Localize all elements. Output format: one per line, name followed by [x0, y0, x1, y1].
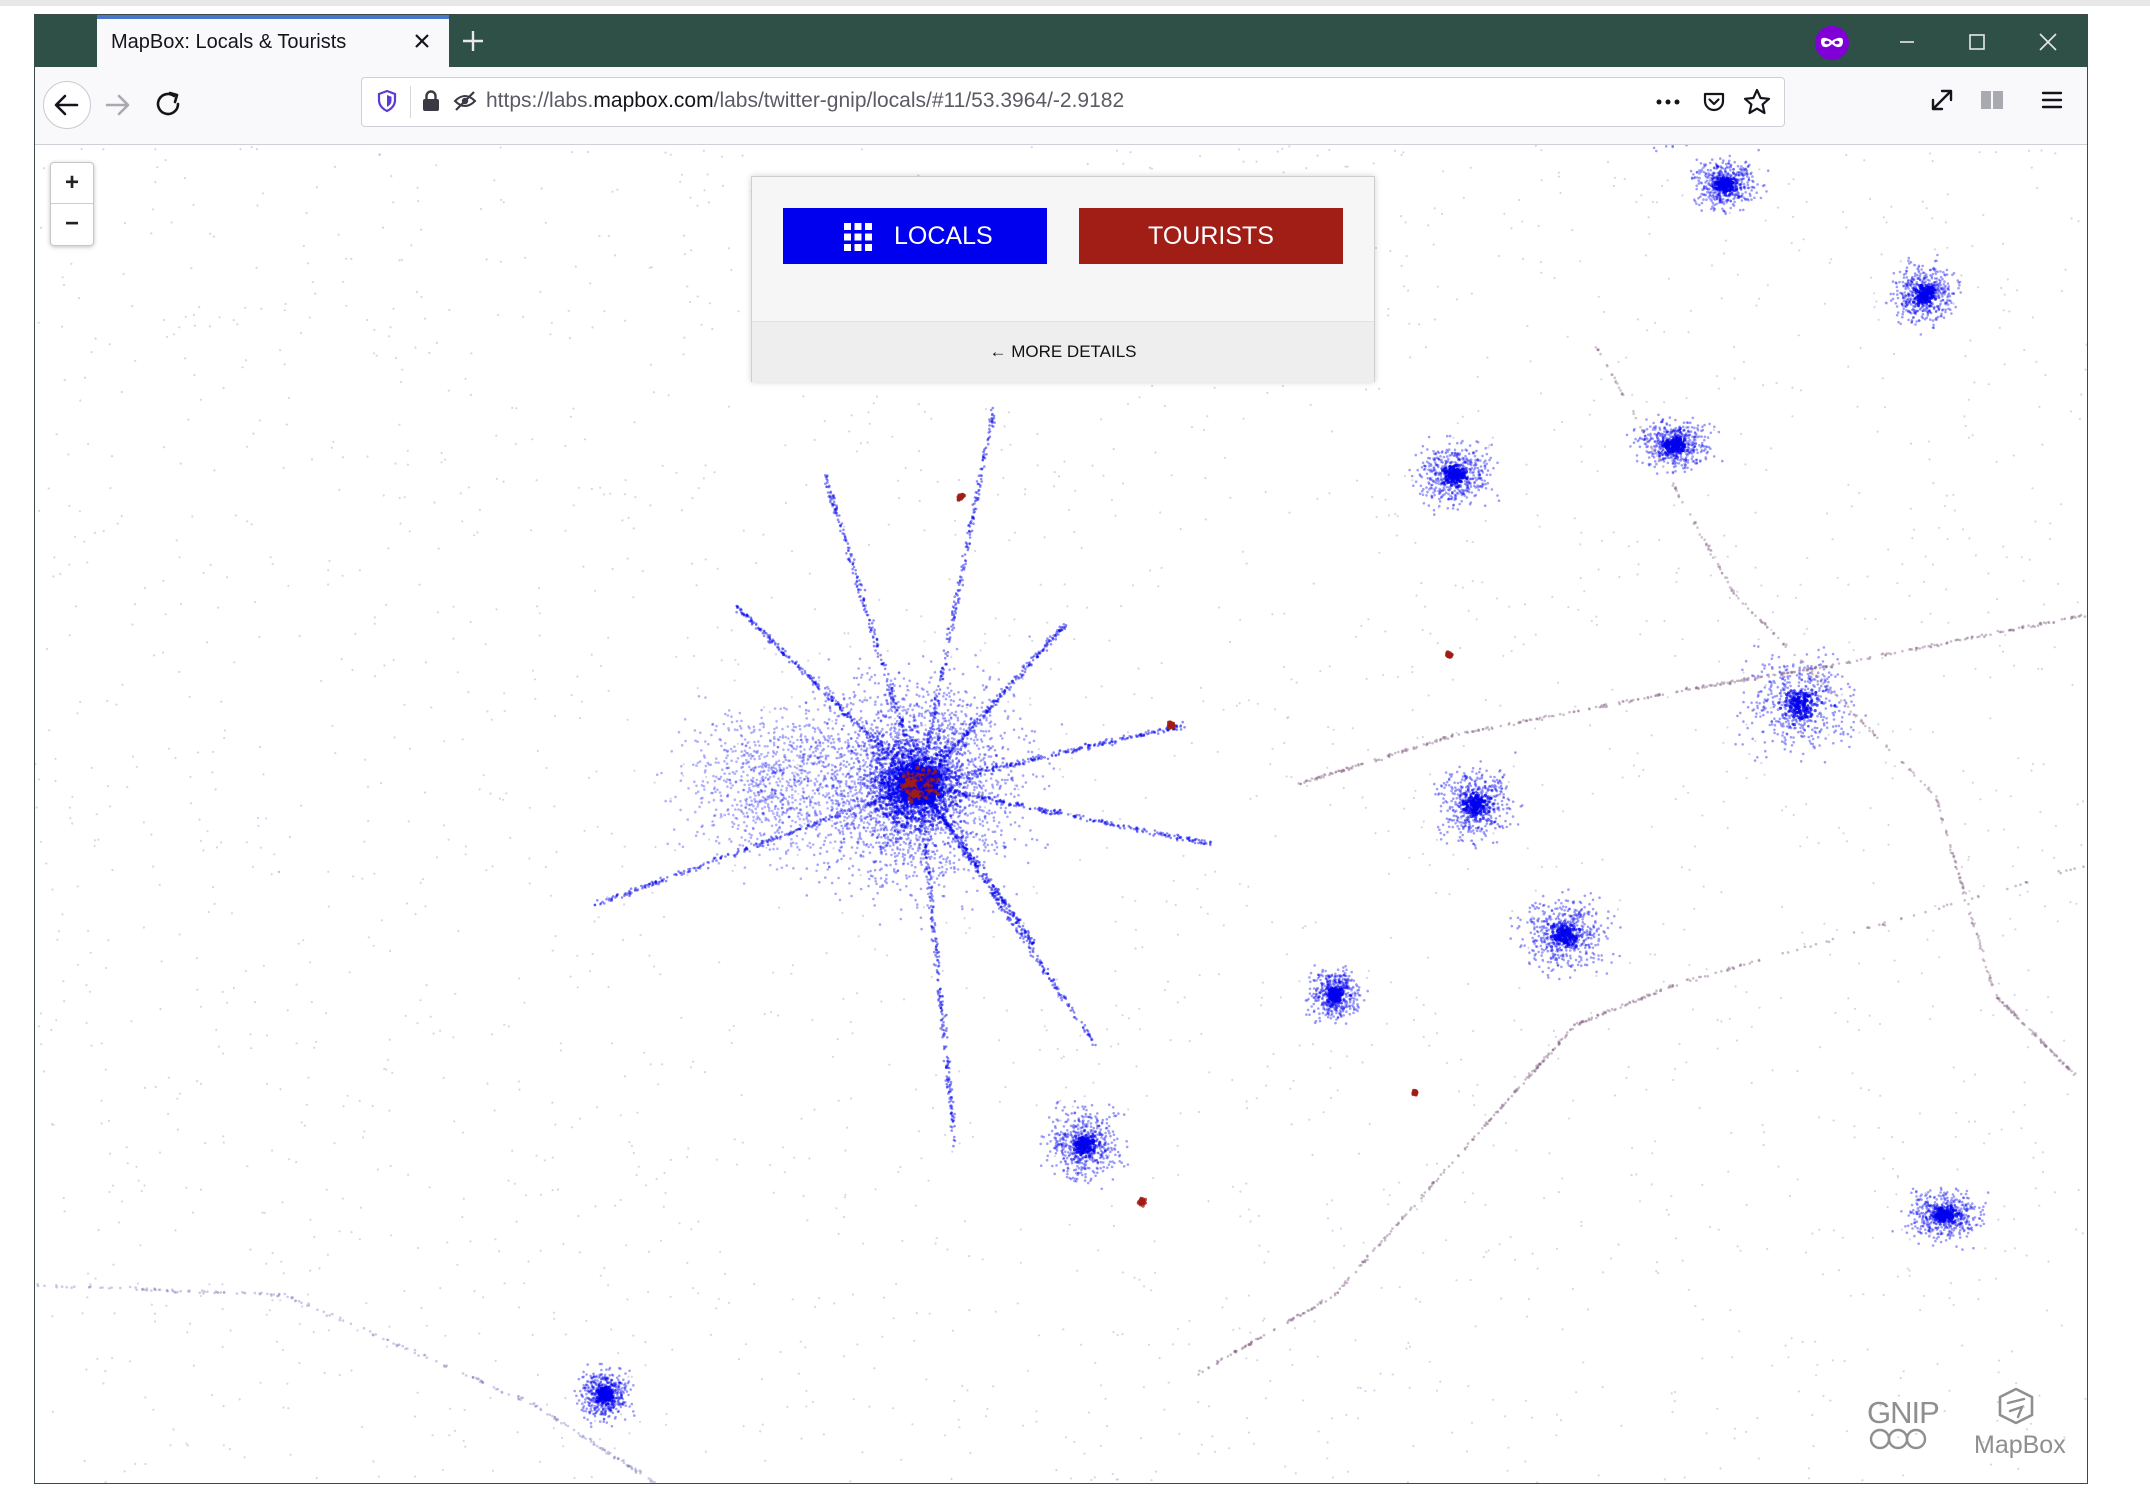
zoom-control: + −: [50, 162, 94, 246]
star-icon[interactable]: [1742, 87, 1772, 117]
maximize-icon[interactable]: [1962, 27, 1992, 57]
pocket-icon[interactable]: [1700, 88, 1728, 116]
map-canvas[interactable]: + − LOCALS TOURISTS ← MORE DETAILS GNIP: [35, 145, 2087, 1483]
private-browsing-icon[interactable]: [1814, 25, 1850, 61]
title-bar: MapBox: Locals & Tourists: [35, 15, 2087, 67]
grid-icon: [843, 222, 873, 252]
gnip-rings-icon: [1867, 1395, 1947, 1451]
forward-arrow-icon[interactable]: [97, 84, 139, 126]
navigation-bar: https://labs.mapbox.com/labs/twitter-gni…: [35, 67, 2087, 145]
plus-icon[interactable]: [455, 23, 491, 59]
zoom-out-button[interactable]: −: [51, 204, 93, 244]
tourists-button[interactable]: TOURISTS: [1079, 208, 1343, 264]
mapbox-cube-icon: [1970, 1385, 2070, 1435]
zoom-in-button[interactable]: +: [51, 163, 93, 204]
browser-window: MapBox: Locals & Tourists: [34, 14, 2088, 1484]
page-top-border: [0, 0, 2150, 6]
close-icon[interactable]: [407, 26, 437, 56]
address-bar[interactable]: https://labs.mapbox.com/labs/twitter-gni…: [361, 77, 1785, 127]
gnip-logo[interactable]: GNIP: [1867, 1395, 1947, 1451]
locals-button[interactable]: LOCALS: [783, 208, 1047, 264]
browser-tab[interactable]: MapBox: Locals & Tourists: [97, 15, 449, 67]
mapbox-logo-text: MapBox: [1974, 1431, 2066, 1460]
reader-icon[interactable]: [1975, 83, 2009, 117]
reload-icon[interactable]: [148, 84, 190, 126]
url-domain: mapbox.com: [593, 89, 713, 112]
tab-title: MapBox: Locals & Tourists: [111, 31, 346, 54]
more-icon[interactable]: [1654, 90, 1682, 114]
more-details-link[interactable]: ← MORE DETAILS: [752, 321, 1374, 382]
address-separator: [410, 86, 411, 118]
url-prefix: https://labs.: [486, 89, 593, 112]
mapbox-logo[interactable]: MapBox: [1970, 1385, 2070, 1465]
fullscreen-icon[interactable]: [1925, 83, 1959, 117]
url-path: /labs/twitter-gnip/locals/#11/53.3964/-2…: [714, 89, 1125, 112]
tracking-icon[interactable]: [452, 88, 478, 114]
url-text[interactable]: https://labs.mapbox.com/labs/twitter-gni…: [486, 89, 1124, 113]
lock-icon[interactable]: [418, 88, 444, 114]
layer-toggle-panel: LOCALS TOURISTS ← MORE DETAILS: [751, 176, 1375, 382]
minimize-icon[interactable]: [1892, 27, 1922, 57]
close-icon[interactable]: [2033, 27, 2063, 57]
locals-label: LOCALS: [894, 208, 993, 264]
back-arrow-icon: [44, 82, 90, 128]
hamburger-icon[interactable]: [2035, 83, 2069, 117]
back-button[interactable]: [43, 81, 91, 129]
shield-icon[interactable]: [374, 88, 400, 114]
